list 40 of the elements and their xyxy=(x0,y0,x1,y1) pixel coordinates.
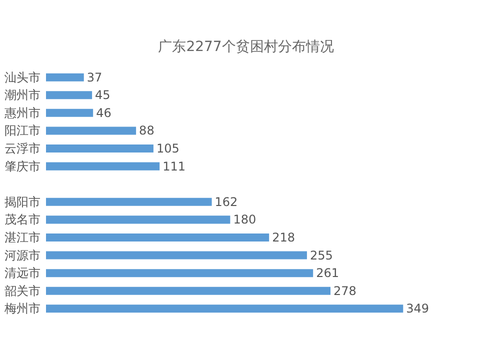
bar xyxy=(46,198,212,206)
y-tick-label: 肇庆市 xyxy=(4,159,40,174)
y-tick-label: 云浮市 xyxy=(4,142,40,156)
data-label: 218 xyxy=(272,230,295,244)
y-tick-label: 惠州市 xyxy=(4,106,40,120)
data-label: 88 xyxy=(139,124,154,138)
y-tick-label: 河源市 xyxy=(4,248,40,262)
y-tick-label: 韶关市 xyxy=(4,284,40,298)
y-tick-label: 汕头市 xyxy=(4,70,40,84)
bar xyxy=(46,304,404,313)
data-label: 261 xyxy=(316,266,339,280)
bar xyxy=(46,233,270,242)
data-label: 37 xyxy=(86,70,102,84)
bar xyxy=(46,216,230,224)
bar xyxy=(46,126,136,135)
y-tick-label: 湛江市 xyxy=(4,230,40,244)
data-label: 255 xyxy=(310,248,333,262)
y-tick-label: 清远市 xyxy=(4,266,40,280)
y-tick-label: 揭阳市 xyxy=(4,194,40,209)
data-label: 45 xyxy=(95,88,110,102)
data-label: 180 xyxy=(233,212,256,227)
bar xyxy=(46,251,307,260)
bar xyxy=(46,144,154,153)
bar xyxy=(46,108,94,117)
chart-title: 广东2277个贫困村分布情况 xyxy=(158,39,334,55)
data-label: 111 xyxy=(162,159,186,174)
data-label: 162 xyxy=(214,194,238,209)
y-tick-label: 茂名市 xyxy=(4,212,40,227)
data-label: 46 xyxy=(96,106,112,120)
bar xyxy=(46,286,330,295)
data-label: 349 xyxy=(406,302,430,316)
bar xyxy=(46,162,160,170)
data-label: 278 xyxy=(333,284,356,298)
y-tick-label: 阳江市 xyxy=(4,124,40,138)
data-label: 105 xyxy=(156,142,180,156)
y-tick-label: 梅州市 xyxy=(4,302,40,316)
bar xyxy=(46,91,92,100)
bar xyxy=(46,269,314,278)
y-tick-label: 潮州市 xyxy=(4,88,40,102)
bar xyxy=(46,73,84,82)
